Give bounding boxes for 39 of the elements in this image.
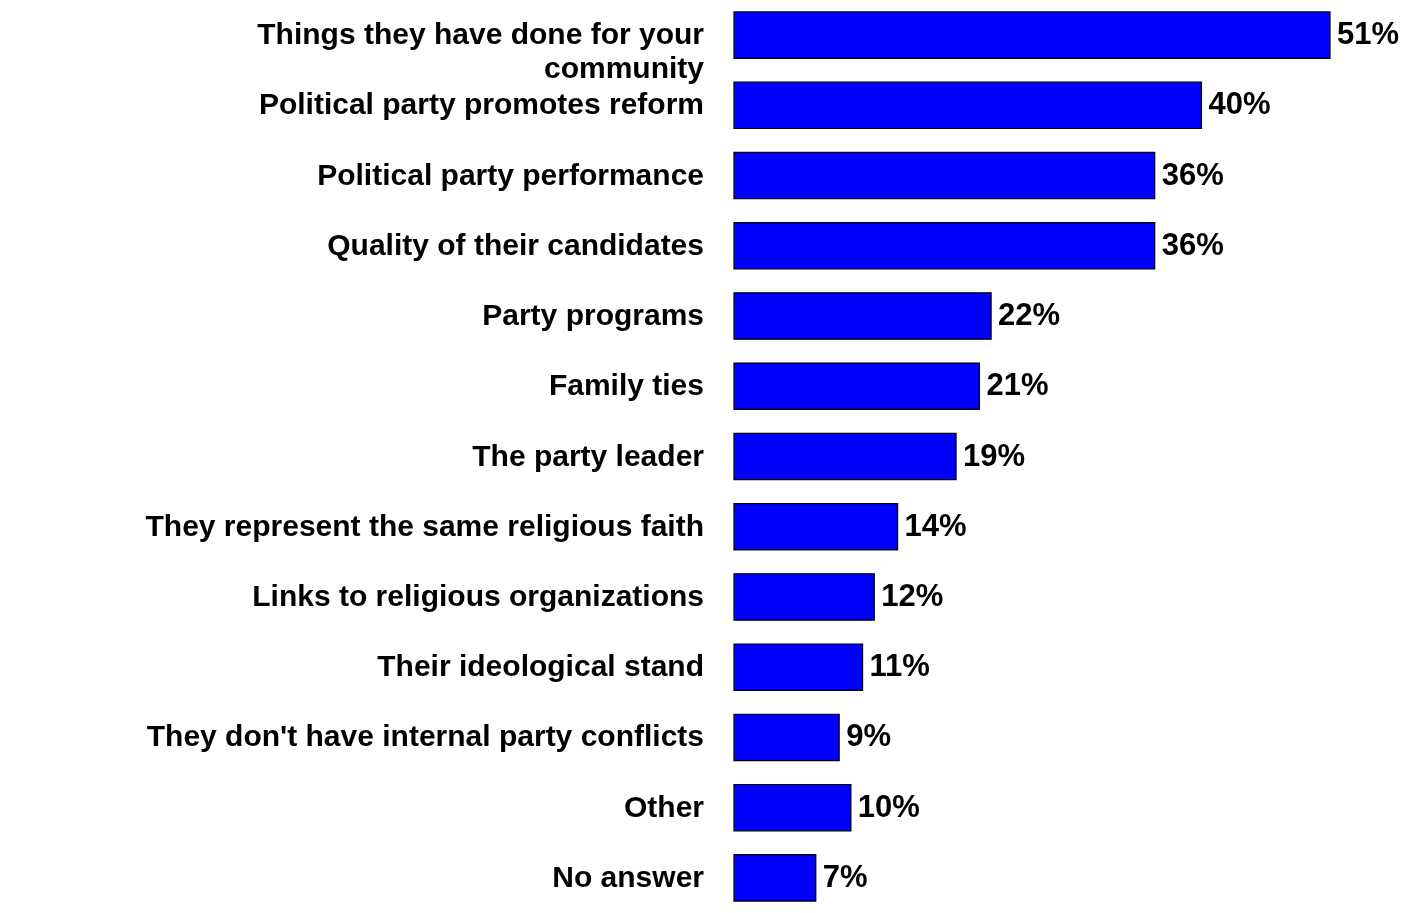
data-label: 40%	[1208, 86, 1271, 122]
data-label: 22%	[998, 297, 1061, 333]
bar	[733, 362, 981, 411]
y-tick-label: They don't have internal party conflicts	[146, 719, 704, 753]
data-label: 9%	[846, 718, 891, 754]
y-tick-label: Things they have done for your community	[257, 17, 705, 85]
bar	[733, 713, 840, 762]
bar	[733, 573, 875, 621]
bar	[733, 81, 1203, 130]
data-label: 36%	[1161, 156, 1224, 192]
y-tick-label: Political party promotes reform	[258, 87, 704, 121]
bar	[733, 854, 817, 902]
y-tick-label: Political party performance	[317, 157, 704, 191]
bar	[733, 432, 957, 481]
y-tick-label: Other	[623, 789, 705, 823]
y-tick-label: They represent the same religious faith	[145, 508, 704, 542]
data-label: 14%	[904, 507, 967, 543]
data-label: 12%	[881, 577, 944, 613]
y-tick-label: Links to religious organizations	[252, 578, 704, 612]
y-tick-label: Quality of their candidates	[327, 227, 704, 261]
data-label: 51%	[1337, 16, 1400, 52]
data-label: 36%	[1161, 226, 1224, 262]
bar	[733, 11, 1331, 59]
y-tick-label: Family ties	[548, 368, 704, 402]
data-label: 10%	[857, 788, 920, 824]
data-label: 19%	[963, 437, 1026, 473]
data-label: 7%	[822, 858, 868, 894]
bar	[733, 783, 852, 832]
data-label: 21%	[986, 367, 1049, 403]
y-tick-label: The party leader	[472, 438, 705, 472]
bar	[733, 222, 1156, 270]
data-label: 11%	[869, 648, 930, 684]
bar	[733, 151, 1156, 200]
y-tick-label: Party programs	[482, 298, 704, 332]
y-tick-label: No answer	[552, 859, 705, 893]
y-tick-label: Their ideological stand	[377, 649, 704, 683]
bar	[733, 292, 992, 340]
bar	[733, 643, 864, 691]
bar	[733, 502, 899, 551]
